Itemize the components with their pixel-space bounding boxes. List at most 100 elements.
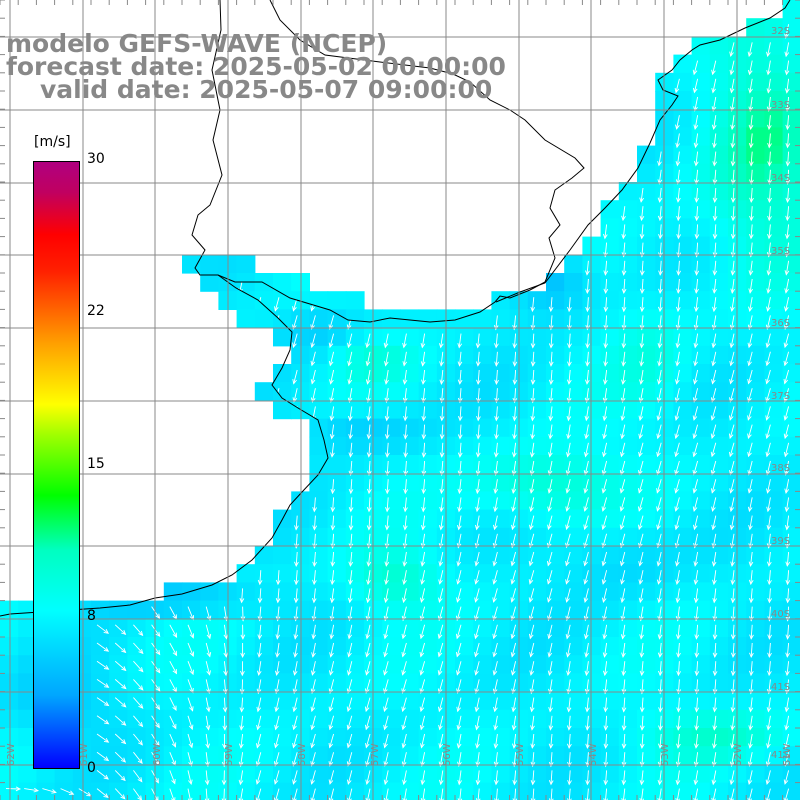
wind-vector [747, 351, 753, 367]
wind-vector [676, 679, 682, 695]
wind-speed-cell [637, 418, 656, 438]
wind-vector [730, 133, 736, 149]
wind-vector [711, 515, 717, 531]
wind-vector [583, 460, 589, 476]
wind-speed-cell [600, 546, 620, 565]
wind-speed-cell [582, 236, 602, 256]
wind-vector [548, 442, 553, 458]
wind-vector [785, 169, 791, 185]
wind-vector [438, 515, 444, 531]
wind-speed-cell [345, 673, 365, 693]
wind-vector [419, 624, 426, 640]
wind-vector [151, 697, 161, 711]
wind-speed-cell [782, 527, 800, 547]
wind-vector [639, 661, 645, 677]
wind-speed-cell [345, 546, 365, 565]
wind-vector [438, 333, 444, 349]
wind-vector [330, 570, 335, 586]
wind-vector [457, 497, 462, 513]
wind-vector [567, 333, 572, 349]
wind-vector [693, 533, 699, 549]
wind-speed-cell [200, 764, 219, 784]
wind-speed-cell [746, 491, 765, 511]
wind-vector [585, 315, 591, 331]
wind-vector [657, 770, 663, 786]
wind-speed-cell [655, 218, 674, 238]
wind-speed-cell [473, 418, 492, 438]
wind-speed-cell [600, 564, 620, 583]
wind-vector [328, 333, 335, 349]
wind-speed-cell [782, 600, 800, 620]
wind-vector [712, 278, 717, 294]
wind-speed-cell [163, 691, 183, 711]
wind-vector [637, 479, 644, 494]
wind-vector [512, 351, 518, 367]
wind-vector [767, 661, 772, 677]
wind-speed-cell [637, 455, 656, 474]
latitude-label: 33S [771, 100, 790, 111]
wind-speed-cell [764, 382, 784, 401]
wind-speed-cell [236, 673, 256, 693]
wind-speed-cell [491, 673, 511, 693]
wind-vector [619, 515, 626, 531]
wind-speed-cell [309, 436, 329, 456]
wind-speed-cell [782, 236, 800, 256]
wind-speed-cell [764, 145, 784, 165]
wind-vector [638, 406, 644, 422]
wind-speed-cell [309, 455, 329, 474]
wind-vector [765, 351, 771, 367]
wind-speed-cell [564, 546, 583, 565]
wind-speed-cell [782, 764, 800, 784]
wind-vector [730, 115, 735, 131]
wind-speed-cell [273, 327, 292, 347]
wind-speed-cell [782, 109, 800, 128]
wind-vector [529, 642, 535, 658]
wind-speed-cell [782, 673, 800, 693]
wind-speed-cell [764, 327, 784, 347]
wind-vector [223, 642, 229, 658]
wind-speed-cell [746, 582, 765, 602]
wind-speed-cell [655, 728, 674, 747]
wind-vector [657, 206, 663, 222]
wind-vector [401, 606, 407, 622]
wind-vector [730, 169, 736, 185]
wind-vector [584, 406, 590, 422]
wind-speed-cell [327, 509, 347, 529]
wind-vector [546, 570, 553, 585]
wind-vector [675, 369, 680, 385]
wind-speed-cell [709, 182, 729, 201]
wind-vector [328, 351, 335, 367]
wind-speed-cell [309, 382, 329, 401]
wind-speed-cell [673, 182, 693, 201]
wind-speed-cell [709, 673, 729, 693]
wind-vector [766, 96, 772, 112]
wind-speed-cell [418, 564, 438, 583]
wind-speed-cell [691, 345, 711, 365]
wind-vector [96, 697, 110, 707]
wind-vector [439, 497, 444, 513]
wind-vector [457, 406, 463, 422]
wind-vector [310, 733, 316, 749]
wind-speed-cell [200, 273, 219, 292]
wind-speed-cell [200, 673, 219, 693]
wind-speed-cell [655, 400, 674, 420]
wind-vector [729, 60, 735, 76]
wind-speed-cell [564, 364, 583, 383]
wind-speed-cell [273, 546, 292, 565]
wind-vector [457, 369, 463, 385]
wind-vector [730, 206, 736, 222]
wind-speed-cell [163, 764, 183, 784]
wind-vector [273, 770, 280, 785]
wind-speed-cell [673, 782, 693, 800]
wind-vector [256, 715, 262, 731]
wind-vector [312, 570, 317, 586]
wind-vector [729, 515, 735, 531]
wind-vector [96, 751, 110, 762]
wind-vector [620, 588, 626, 604]
wind-speed-cell [691, 236, 711, 256]
wind-vector [347, 661, 353, 676]
wind-vector [710, 442, 717, 458]
wind-vector [511, 697, 517, 713]
wind-speed-cell [273, 600, 292, 620]
